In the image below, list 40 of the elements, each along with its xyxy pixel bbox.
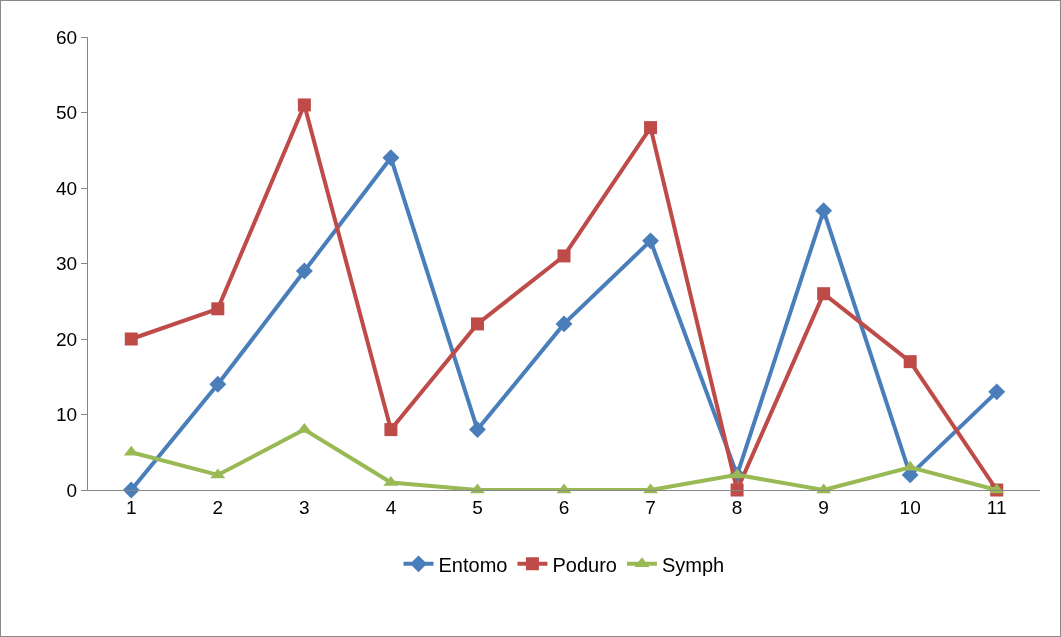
x-tick-label: 3 bbox=[299, 496, 310, 518]
point bbox=[730, 483, 744, 497]
point bbox=[209, 375, 227, 393]
point bbox=[470, 317, 484, 331]
point bbox=[555, 315, 573, 333]
point bbox=[903, 355, 917, 369]
point bbox=[211, 302, 225, 316]
y-tick-label: 20 bbox=[56, 328, 78, 350]
x-tick-label: 8 bbox=[731, 496, 743, 518]
x-tick-label: 11 bbox=[986, 496, 1007, 518]
point bbox=[124, 332, 138, 346]
point bbox=[815, 202, 833, 220]
point bbox=[122, 481, 140, 499]
y-tick-label: 10 bbox=[56, 404, 78, 426]
y-tick-label: 60 bbox=[56, 26, 78, 48]
point bbox=[557, 249, 571, 263]
point bbox=[295, 262, 313, 280]
y-tick-label: 0 bbox=[66, 479, 78, 501]
x-tick-label: 6 bbox=[558, 496, 570, 518]
legend-label: Entomo bbox=[438, 553, 508, 576]
point bbox=[382, 149, 400, 167]
point bbox=[988, 383, 1006, 401]
y-tick-label: 30 bbox=[56, 253, 78, 275]
x-tick-label: 5 bbox=[472, 496, 483, 518]
point bbox=[384, 423, 398, 437]
legend-label: Symph bbox=[661, 553, 725, 576]
point bbox=[644, 121, 658, 135]
point bbox=[297, 98, 311, 112]
legend-label: Poduro bbox=[552, 553, 617, 576]
point bbox=[642, 232, 659, 250]
point bbox=[469, 421, 486, 439]
y-tick-label: 40 bbox=[56, 177, 78, 199]
x-tick-label: 10 bbox=[899, 496, 921, 518]
x-tick-label: 2 bbox=[212, 496, 224, 518]
x-tick-label: 7 bbox=[645, 496, 656, 518]
x-tick-label: 4 bbox=[385, 496, 397, 518]
y-tick-label: 50 bbox=[56, 102, 78, 124]
x-tick-label: 1 bbox=[125, 496, 137, 518]
x-tick-label: 9 bbox=[818, 496, 829, 518]
point bbox=[817, 287, 831, 301]
